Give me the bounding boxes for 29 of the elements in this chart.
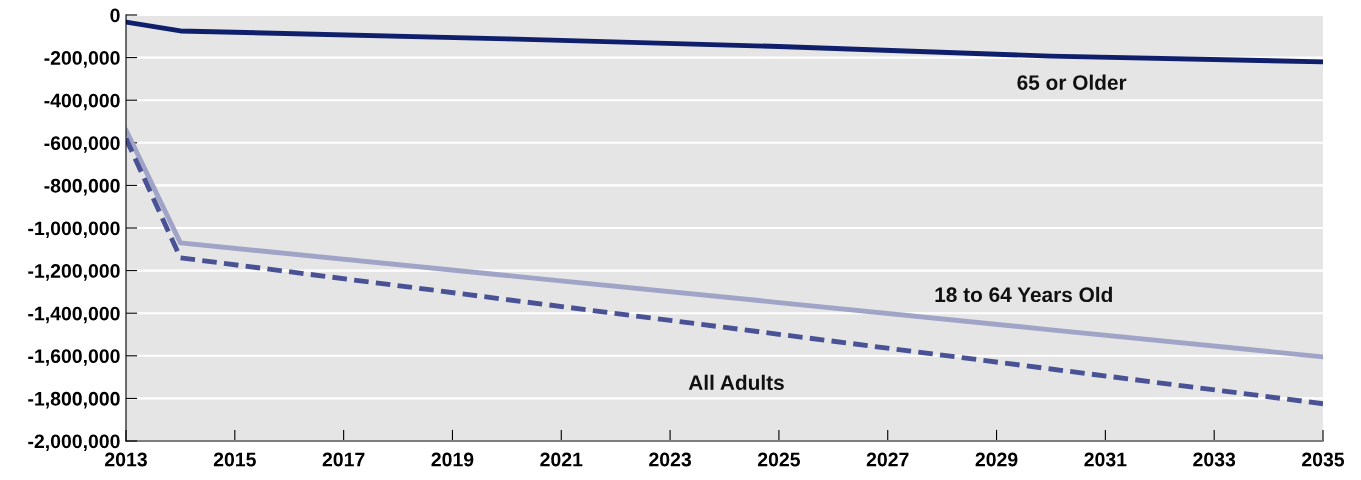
- x-tick-label: 2017: [322, 452, 365, 467]
- x-tick-label: 2013: [105, 452, 147, 467]
- y-tick-label: -200,000: [44, 51, 120, 68]
- y-tick-label: -800,000: [44, 178, 120, 196]
- y-tick-label: -1,600,000: [28, 349, 120, 366]
- x-tick-label: 2033: [1193, 452, 1236, 467]
- line-series: [126, 19, 1323, 65]
- x-tick-label: 2031: [1084, 452, 1127, 467]
- x-tick-label: 2025: [757, 452, 800, 467]
- x-tick-label: 2015: [213, 452, 256, 467]
- series-label: All Adults: [688, 374, 784, 391]
- y-tick-label: -400,000: [44, 93, 120, 111]
- x-tick-label: 2035: [1302, 452, 1345, 467]
- line-series: [126, 136, 1323, 407]
- series-label: 18 to 64 Years Old: [935, 286, 1112, 303]
- y-tick-label: -1,000,000: [28, 221, 120, 239]
- line-series: [126, 127, 1323, 360]
- series-label: 65 or Older: [1017, 74, 1127, 90]
- x-tick-label: 2023: [649, 452, 692, 467]
- y-tick-label: -1,400,000: [28, 306, 120, 324]
- y-tick-label: -1,200,000: [28, 264, 120, 281]
- y-tick-label: 0: [110, 8, 120, 23]
- y-tick-label: -2,000,000: [28, 434, 120, 452]
- x-tick-label: 2021: [540, 452, 583, 467]
- x-tick-label: 2029: [975, 452, 1018, 467]
- x-tick-label: 2019: [431, 452, 474, 467]
- y-tick-label: -1,800,000: [28, 391, 120, 409]
- y-tick-label: -600,000: [44, 136, 120, 153]
- x-tick-label: 2027: [866, 452, 909, 467]
